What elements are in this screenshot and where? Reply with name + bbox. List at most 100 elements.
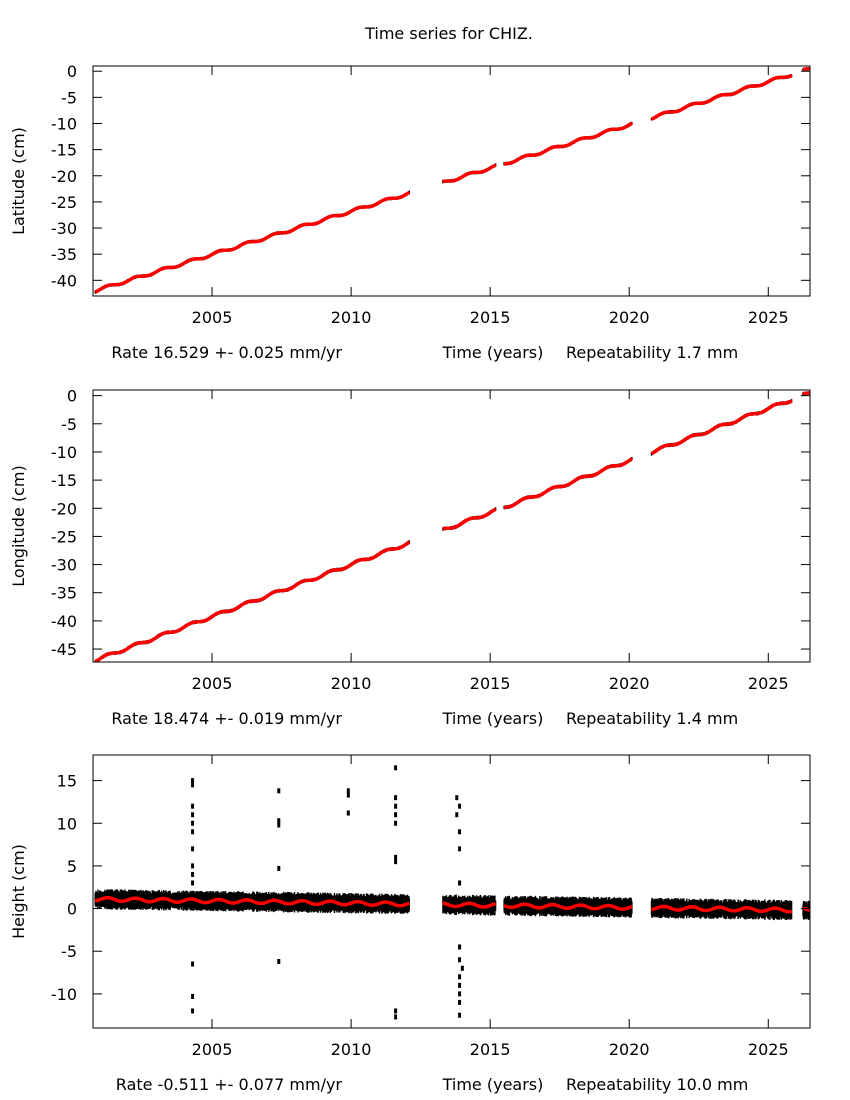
- y-tick-label: -5: [61, 88, 77, 107]
- repeatability-label: Repeatability 1.4 mm: [566, 709, 738, 728]
- model-line: [442, 507, 497, 531]
- model-line: [94, 540, 411, 662]
- panel-3: 2005 2010 2015 2020 2025 15 10 5 0 -5 -10 Height (c…: [9, 754, 811, 1094]
- repeatability-label: Repeatability 1.7 mm: [566, 343, 738, 362]
- y-tick-label: 5: [67, 857, 77, 876]
- y-tick-label: -5: [61, 942, 77, 961]
- outlier-point: [458, 999, 462, 1005]
- outlier-point: [458, 982, 462, 988]
- outlier-point: [346, 788, 350, 794]
- x-tick-label: 2025: [748, 308, 789, 327]
- outlier-point: [277, 788, 281, 794]
- rate-label: Rate 16.529 +- 0.025 mm/yr: [111, 343, 342, 362]
- outlier-point: [394, 803, 398, 809]
- y-tick-label: -25: [51, 193, 77, 212]
- model-line: [94, 895, 411, 908]
- data-layer: [94, 391, 810, 662]
- model-line: [503, 457, 633, 510]
- x-tick-label: 2020: [609, 674, 650, 693]
- x-tick-label: 2010: [331, 1040, 372, 1059]
- y-tick-label: -20: [51, 499, 77, 518]
- x-tick-label: 2015: [470, 1040, 511, 1059]
- outlier-point: [394, 1014, 398, 1020]
- rate-label: Rate 18.474 +- 0.019 mm/yr: [111, 709, 342, 728]
- outlier-point: [191, 880, 195, 886]
- plot-frame: [92, 65, 811, 297]
- x-tick-label: 2005: [192, 308, 233, 327]
- model-line: [503, 902, 633, 911]
- model-line: [650, 73, 793, 121]
- outlier-point: [458, 880, 462, 886]
- y-tick-label: 10: [57, 814, 77, 833]
- outlier-point: [394, 859, 398, 865]
- y-tick-label: -35: [51, 584, 77, 603]
- outlier-point: [394, 1008, 398, 1014]
- repeatability-label: Repeatability 10.0 mm: [566, 1075, 748, 1094]
- outlier-point: [191, 863, 195, 869]
- y-axis-label: Longitude (cm): [9, 465, 28, 587]
- outlier-point: [277, 958, 281, 964]
- y-tick-label: -35: [51, 245, 77, 264]
- outlier-point: [191, 778, 195, 784]
- y-axis-label: Latitude (cm): [9, 127, 28, 235]
- outlier-point: [191, 871, 195, 877]
- x-tick-label: 2020: [609, 308, 650, 327]
- y-tick-label: -20: [51, 167, 77, 186]
- outlier-point: [191, 812, 195, 818]
- outlier-point: [458, 991, 462, 997]
- outlier-point: [277, 818, 281, 824]
- rate-label: Rate -0.511 +- 0.077 mm/yr: [116, 1075, 343, 1094]
- x-tick-label: 2010: [331, 674, 372, 693]
- x-tick-label: 2025: [748, 1040, 789, 1059]
- x-tick-label: 2015: [470, 308, 511, 327]
- x-tick-label: 2005: [192, 1040, 233, 1059]
- y-tick-label: -40: [51, 271, 77, 290]
- outlier-point: [458, 846, 462, 852]
- outlier-point: [191, 829, 195, 835]
- outlier-point: [458, 974, 462, 980]
- y-tick-label: 15: [57, 772, 77, 791]
- y-tick-label: 0: [67, 62, 77, 81]
- x-tick-label: 2015: [470, 674, 511, 693]
- model-line: [802, 66, 810, 72]
- outlier-point: [458, 944, 462, 950]
- y-tick-label: -10: [51, 443, 77, 462]
- outlier-point: [458, 1012, 462, 1018]
- x-tick-label: 2005: [192, 674, 233, 693]
- model-line: [802, 391, 810, 396]
- outlier-point: [277, 865, 281, 871]
- y-tick-label: -15: [51, 141, 77, 160]
- y-axis-label: Height (cm): [9, 844, 28, 939]
- outlier-point: [458, 829, 462, 835]
- y-tick-label: 0: [67, 900, 77, 919]
- x-axis-label: Time (years): [442, 1075, 544, 1094]
- model-line: [442, 901, 497, 909]
- y-tick-label: -5: [61, 415, 77, 434]
- y-tick-label: -15: [51, 471, 77, 490]
- panel-1: 2005 2010 2015 2020 2025 0 -5 -10 -15 -20 -25 -30 -3…: [9, 62, 811, 362]
- y-tick-label: -25: [51, 527, 77, 546]
- model-line: [650, 399, 793, 456]
- outlier-point: [458, 803, 462, 809]
- outlier-point: [191, 1008, 195, 1014]
- outlier-point: [191, 782, 195, 788]
- x-tick-label: 2020: [609, 1040, 650, 1059]
- outlier-point: [346, 792, 350, 798]
- outlier-point: [394, 765, 398, 771]
- y-tick-label: -10: [51, 115, 77, 134]
- y-tick-label: -30: [51, 219, 77, 238]
- outlier-point: [191, 961, 195, 967]
- model-line: [651, 904, 793, 914]
- outlier-point: [455, 795, 459, 801]
- model-line: [503, 121, 633, 166]
- y-tick-label: 0: [67, 387, 77, 406]
- y-tick-label: -30: [51, 556, 77, 575]
- panel-2: 2005 2010 2015 2020 2025 0 -5 -10 -15 -20 -25 -30 -3…: [9, 387, 811, 728]
- plot-frame: [92, 754, 811, 1029]
- model-line: [442, 163, 497, 184]
- outlier-point: [394, 812, 398, 818]
- data-layer: [94, 66, 810, 294]
- outlier-point: [460, 965, 464, 971]
- outlier-point: [394, 820, 398, 826]
